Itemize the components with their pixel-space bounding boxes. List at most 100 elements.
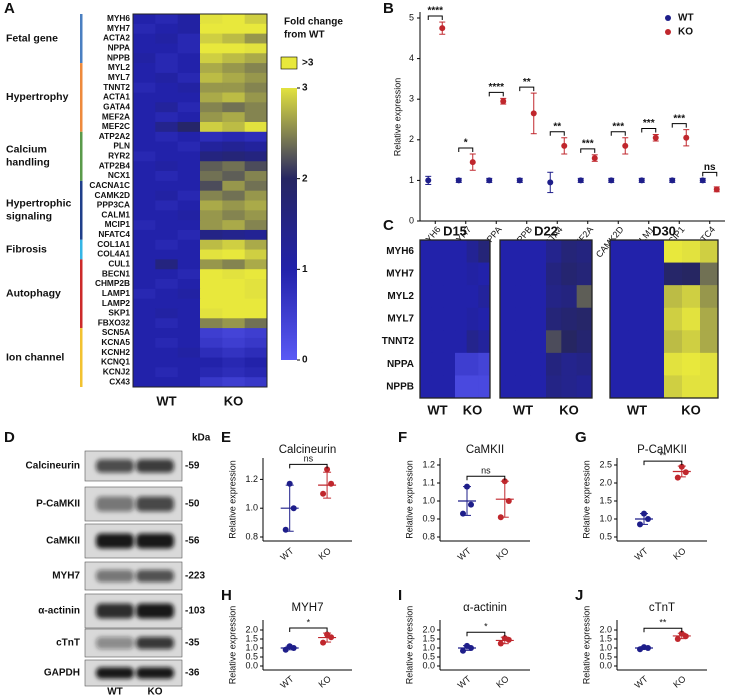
gene-label: MEF2A <box>102 111 130 121</box>
heatmap-cell <box>222 171 246 182</box>
data-point <box>547 179 554 186</box>
heatmap-cell <box>244 367 268 378</box>
group-label: Calcium <box>6 144 47 156</box>
heatmap-cell <box>155 121 179 133</box>
blot-marker-label: -223 <box>185 571 205 582</box>
heatmap-title: D22 <box>534 223 558 238</box>
heatmap-cell <box>133 288 156 300</box>
group-label: Autophagy <box>6 288 61 300</box>
blot-band <box>96 636 134 650</box>
heatmap-cell <box>576 352 593 376</box>
panel-label: G <box>575 429 587 446</box>
heatmap-cell <box>455 352 468 376</box>
y-tick-label: 0.8 <box>245 531 258 541</box>
heatmap-cell <box>133 269 156 280</box>
heatmap-cell <box>244 200 268 211</box>
heatmap-cell <box>682 352 701 376</box>
heatmap-cell <box>466 262 479 286</box>
significance-bracket <box>289 627 328 633</box>
heatmap-cell <box>200 367 223 378</box>
panel-label: H <box>221 587 232 604</box>
significance-label: *** <box>643 118 655 129</box>
gene-label: MYL2 <box>387 291 414 302</box>
group-label: Fetal gene <box>6 32 58 44</box>
heatmap-cell <box>177 347 201 358</box>
heatmap-cell <box>443 240 456 263</box>
gene-label: PPP3CA <box>97 200 130 210</box>
heatmap-cell <box>155 161 179 172</box>
heatmap-cell <box>628 285 647 309</box>
panel-label: E <box>221 429 231 446</box>
heatmap-cell <box>200 298 223 309</box>
y-axis-label: Relative expression <box>404 460 414 539</box>
blot-band <box>136 459 174 473</box>
heatmap-cell <box>664 375 683 399</box>
heatmap-cell <box>222 131 246 143</box>
gene-label: TNNT2 <box>103 82 130 92</box>
heatmap-cell <box>646 240 665 263</box>
gene-label: ATP2A2 <box>99 131 131 141</box>
gene-label: KCNQ1 <box>101 357 130 367</box>
heatmap-cell <box>244 279 268 290</box>
heatmap-cell <box>177 210 201 221</box>
heatmap-cell <box>700 307 719 331</box>
heatmap-cell <box>244 239 268 250</box>
y-tick-label: 1.2 <box>245 474 258 484</box>
y-axis-label: Relative expression <box>227 460 237 539</box>
heatmap-cell <box>561 262 578 286</box>
data-point <box>425 177 432 184</box>
heatmap-cell <box>431 330 444 354</box>
y-axis-label: Relative expression <box>581 460 591 539</box>
x-tick-label: KO <box>671 674 687 690</box>
heatmap-cell <box>478 375 491 399</box>
heatmap-cell <box>133 92 156 103</box>
heatmap-cell <box>200 279 223 290</box>
y-tick-label: 1.5 <box>422 633 435 643</box>
heatmap-cell <box>244 308 268 319</box>
gene-label: BECN1 <box>102 268 131 278</box>
heatmap-cell <box>546 330 562 354</box>
x-tick-label: WT <box>278 673 296 690</box>
legend-marker <box>665 15 671 21</box>
heatmap-cell <box>420 240 433 263</box>
colorbar-tick-label: 3 <box>302 83 308 94</box>
data-point <box>455 177 462 184</box>
gene-label: MCIP1 <box>105 219 131 229</box>
heatmap-cell <box>222 308 246 319</box>
significance-bracket <box>427 15 443 21</box>
data-point <box>561 142 568 149</box>
heatmap-cell <box>177 121 201 133</box>
heatmap-cell <box>500 375 516 399</box>
heatmap-cell <box>610 262 629 286</box>
heatmap-cell <box>530 330 547 354</box>
heatmap-cell <box>700 375 719 399</box>
blot-band <box>136 569 174 583</box>
significance-bracket <box>641 128 657 133</box>
heatmap-cell <box>200 190 223 201</box>
data-point <box>286 480 293 487</box>
group-label: signaling <box>6 211 52 223</box>
heatmap-cell <box>200 92 223 103</box>
group-bar <box>80 328 83 387</box>
heatmap-cell <box>515 240 532 263</box>
gene-label: CHMP2B <box>95 278 130 288</box>
heatmap-cell <box>222 377 246 388</box>
significance-label: *** <box>673 113 685 124</box>
heatmap-cell <box>664 307 683 331</box>
panel-label: J <box>575 587 583 604</box>
heatmap-cell <box>628 375 647 399</box>
heatmap-cell <box>155 288 179 300</box>
heatmap-cell <box>133 210 156 221</box>
y-tick-label: 1.0 <box>422 642 435 652</box>
gene-label: MYH6 <box>107 13 130 23</box>
heatmap-cell <box>155 377 179 388</box>
heatmap-cell <box>431 285 444 309</box>
data-point <box>464 642 470 649</box>
heatmap-cell <box>133 190 156 201</box>
heatmap-cell <box>431 375 444 399</box>
significance-label: ns <box>304 454 314 464</box>
blot-row-label: GAPDH <box>44 668 80 679</box>
heatmap-cell <box>443 352 456 376</box>
blot-row-label: MYH7 <box>52 571 80 582</box>
heatmap-cell <box>420 285 433 309</box>
